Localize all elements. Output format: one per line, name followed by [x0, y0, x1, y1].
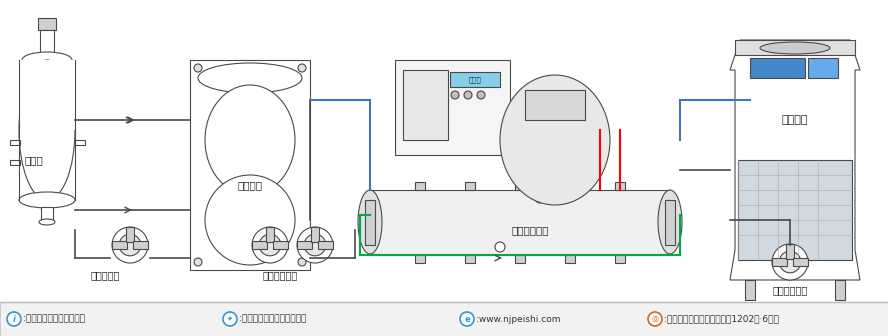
Text: :www.njpeishi.com: :www.njpeishi.com: [476, 314, 560, 324]
Bar: [10, 140, 20, 145]
Text: ◎: ◎: [652, 314, 659, 324]
Bar: [465, 255, 475, 263]
Bar: [745, 280, 755, 300]
Bar: [738, 160, 852, 260]
Circle shape: [648, 312, 662, 326]
Bar: [793, 258, 808, 266]
Ellipse shape: [19, 60, 75, 200]
Bar: [735, 40, 855, 55]
Circle shape: [112, 227, 148, 263]
Circle shape: [194, 64, 202, 72]
Bar: [615, 255, 625, 263]
Bar: [266, 227, 274, 242]
Bar: [808, 58, 838, 78]
Polygon shape: [730, 40, 860, 280]
Bar: [370, 190, 670, 255]
Bar: [297, 241, 312, 249]
Circle shape: [252, 227, 288, 263]
Ellipse shape: [500, 75, 610, 205]
Ellipse shape: [658, 190, 682, 254]
Bar: [665, 200, 675, 245]
Text: 反应釜: 反应釜: [25, 155, 44, 165]
Bar: [0, 302, 888, 336]
Ellipse shape: [760, 42, 830, 54]
Circle shape: [779, 251, 801, 273]
Circle shape: [477, 91, 485, 99]
Circle shape: [194, 258, 202, 266]
Circle shape: [298, 64, 306, 72]
Ellipse shape: [205, 85, 295, 195]
Bar: [10, 160, 20, 165]
Ellipse shape: [205, 175, 295, 265]
Bar: [515, 255, 525, 263]
Bar: [190, 60, 310, 270]
Text: 冷冻水箱: 冷冻水箱: [237, 180, 263, 190]
Ellipse shape: [39, 219, 55, 225]
Circle shape: [464, 91, 472, 99]
Circle shape: [451, 91, 459, 99]
Text: ✦: ✦: [227, 316, 233, 322]
Bar: [133, 241, 148, 249]
Text: :南京佩诗机电科技有限公司: :南京佩诗机电科技有限公司: [239, 314, 306, 324]
Bar: [44, 30, 50, 55]
Text: :风冷机组无需冷却塔设备: :风冷机组无需冷却塔设备: [23, 314, 85, 324]
Bar: [40, 30, 54, 60]
Bar: [415, 255, 425, 263]
Circle shape: [119, 234, 141, 256]
Circle shape: [298, 258, 306, 266]
Bar: [565, 182, 575, 190]
Bar: [615, 182, 625, 190]
Circle shape: [772, 244, 808, 280]
Bar: [772, 258, 787, 266]
Bar: [75, 140, 85, 145]
Bar: [395, 60, 510, 155]
Bar: [403, 70, 448, 140]
Text: 冷却循环水泵: 冷却循环水泵: [773, 285, 807, 295]
Bar: [515, 182, 525, 190]
Circle shape: [7, 312, 21, 326]
Ellipse shape: [22, 52, 72, 68]
Circle shape: [305, 234, 326, 256]
Text: 循环工艺泵: 循环工艺泵: [91, 270, 120, 280]
Bar: [786, 244, 794, 259]
Circle shape: [223, 312, 237, 326]
Bar: [38, 18, 56, 30]
Bar: [252, 241, 267, 249]
Circle shape: [460, 312, 474, 326]
Ellipse shape: [358, 190, 382, 254]
Bar: [365, 200, 375, 245]
Text: 螺杆冷水机组: 螺杆冷水机组: [511, 225, 549, 235]
Text: e: e: [464, 314, 470, 324]
Circle shape: [535, 193, 545, 203]
Bar: [311, 227, 319, 242]
Text: :江苏省南京市六合区六斯路1202号·6号楼: :江苏省南京市六合区六斯路1202号·6号楼: [664, 314, 779, 324]
Bar: [126, 227, 134, 242]
Ellipse shape: [19, 192, 75, 208]
Ellipse shape: [198, 63, 302, 93]
Text: 冷冻循环水泵: 冷冻循环水泵: [262, 270, 297, 280]
Bar: [465, 182, 475, 190]
Bar: [19, 60, 75, 130]
Bar: [565, 255, 575, 263]
Bar: [112, 241, 127, 249]
Bar: [750, 58, 805, 78]
Bar: [41, 207, 53, 222]
Circle shape: [495, 242, 505, 252]
Circle shape: [259, 234, 281, 256]
Bar: [415, 182, 425, 190]
Circle shape: [297, 227, 333, 263]
Text: i: i: [12, 314, 15, 324]
Text: 冷却水塔: 冷却水塔: [781, 115, 808, 125]
Bar: [318, 241, 333, 249]
Bar: [450, 72, 500, 87]
Bar: [273, 241, 288, 249]
Bar: [525, 90, 585, 120]
Text: 佩诗宝: 佩诗宝: [469, 77, 481, 83]
Bar: [835, 280, 845, 300]
